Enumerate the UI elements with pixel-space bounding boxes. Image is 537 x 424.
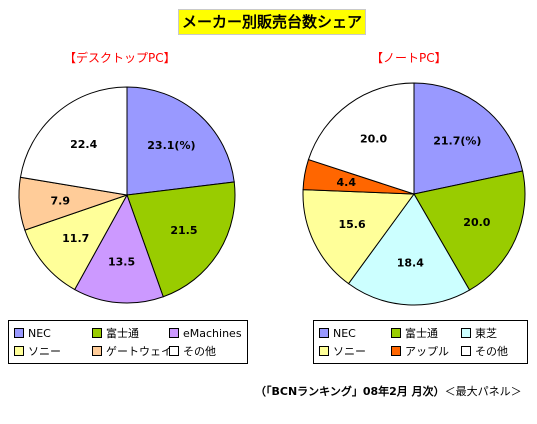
legend-swatch: [14, 346, 24, 356]
chart-title: メーカー別販売台数シェア: [178, 9, 366, 35]
pie-slice: [126, 181, 236, 298]
slice-label: 4.4: [337, 176, 357, 189]
pie-slice: [307, 82, 415, 195]
source-text: （「BCNランキング」08年2月 月次）: [255, 385, 445, 398]
slice-label: 7.9: [51, 195, 71, 208]
legend-item: その他: [461, 344, 508, 358]
source-footer: （「BCNランキング」08年2月 月次）＜最大パネル＞: [255, 383, 522, 399]
legend-item: ゲートウェイ: [92, 344, 172, 358]
note-pie-title: 【ノートPC】: [371, 51, 447, 65]
pie-slice: [413, 170, 526, 291]
legend-swatch: [319, 346, 329, 356]
legend-label: 東芝: [475, 327, 497, 340]
legend-swatch: [14, 328, 24, 338]
pie-slice: [413, 82, 524, 195]
legend-item: NEC: [14, 326, 51, 340]
legend-label: NEC: [333, 326, 356, 340]
slice-label: 11.7: [62, 232, 89, 245]
legend-item: eMachines: [169, 326, 242, 340]
legend-swatch: [92, 328, 102, 338]
legend-label: アップル: [405, 345, 449, 358]
slice-label: 15.6: [338, 218, 365, 231]
legend-label: NEC: [28, 326, 51, 340]
legend-swatch: [169, 328, 179, 338]
legend-swatch: [391, 346, 401, 356]
legend-label: その他: [475, 345, 508, 358]
pie-slice: [347, 193, 471, 306]
pie-slice: [302, 189, 415, 285]
legend-item: 東芝: [461, 326, 497, 340]
source-note: ＜最大パネル＞: [444, 385, 522, 398]
legend-label: ソニー: [28, 345, 61, 358]
legend-label: その他: [183, 345, 216, 358]
slice-label: 20.0: [360, 132, 387, 145]
legend-item: 富士通: [391, 326, 438, 340]
slice-label: 20.0: [463, 216, 490, 229]
legend-item: NEC: [319, 326, 356, 340]
legend-swatch: [461, 328, 471, 338]
legend-label: eMachines: [183, 326, 242, 340]
legend-swatch: [319, 328, 329, 338]
pie-slice: [126, 86, 235, 196]
legend-item: アップル: [391, 344, 449, 358]
legend-label: ゲートウェイ: [106, 345, 172, 358]
slice-label: 21.5: [170, 224, 197, 237]
desktop-legend: NEC 富士通 eMachines ソニー ゲートウェイ その他: [8, 320, 248, 364]
legend-swatch: [169, 346, 179, 356]
legend-label: ソニー: [333, 345, 366, 358]
legend-label: 富士通: [106, 327, 139, 340]
slice-label: 18.4: [397, 257, 424, 270]
legend-item: ソニー: [319, 344, 366, 358]
slice-label: 13.5: [108, 256, 135, 269]
legend-item: 富士通: [92, 326, 139, 340]
legend-swatch: [461, 346, 471, 356]
legend-label: 富士通: [405, 327, 438, 340]
note-legend: NEC 富士通 東芝ソニー アップル その他: [313, 320, 528, 364]
legend-item: その他: [169, 344, 216, 358]
pie-slice: [24, 194, 129, 291]
slice-label: 21.7(%): [433, 135, 481, 148]
pie-slice: [19, 86, 128, 196]
legend-swatch: [92, 346, 102, 356]
legend-swatch: [391, 328, 401, 338]
pie-slice: [74, 193, 164, 304]
desktop-pie-title: 【デスクトップPC】: [64, 51, 176, 65]
slice-label: 22.4: [70, 138, 97, 151]
legend-item: ソニー: [14, 344, 61, 358]
slice-label: 23.1(%): [147, 139, 195, 152]
